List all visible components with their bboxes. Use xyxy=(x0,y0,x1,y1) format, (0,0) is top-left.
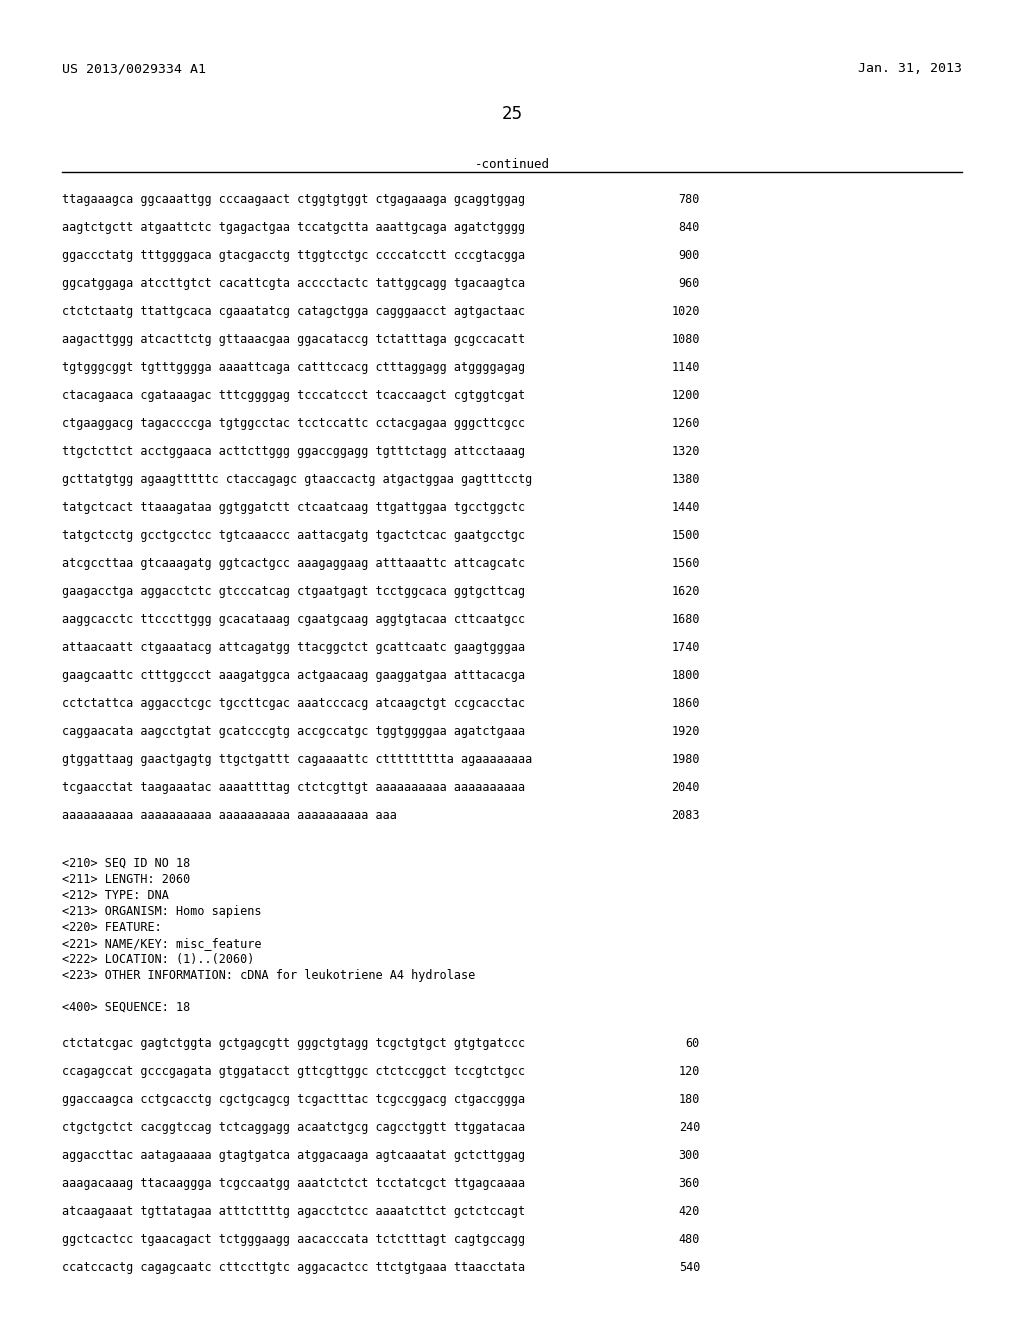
Text: <211> LENGTH: 2060: <211> LENGTH: 2060 xyxy=(62,873,190,886)
Text: <221> NAME/KEY: misc_feature: <221> NAME/KEY: misc_feature xyxy=(62,937,261,950)
Text: aaagacaaag ttacaaggga tcgccaatgg aaatctctct tcctatcgct ttgagcaaaa: aaagacaaag ttacaaggga tcgccaatgg aaatctc… xyxy=(62,1177,525,1191)
Text: Jan. 31, 2013: Jan. 31, 2013 xyxy=(858,62,962,75)
Text: 540: 540 xyxy=(679,1261,700,1274)
Text: <223> OTHER INFORMATION: cDNA for leukotriene A4 hydrolase: <223> OTHER INFORMATION: cDNA for leukot… xyxy=(62,969,475,982)
Text: <222> LOCATION: (1)..(2060): <222> LOCATION: (1)..(2060) xyxy=(62,953,254,966)
Text: gtggattaag gaactgagtg ttgctgattt cagaaaattc cttttttttta agaaaaaaaa: gtggattaag gaactgagtg ttgctgattt cagaaaa… xyxy=(62,752,532,766)
Text: 1200: 1200 xyxy=(672,389,700,403)
Text: aaaaaaaaaa aaaaaaaaaa aaaaaaaaaa aaaaaaaaaa aaa: aaaaaaaaaa aaaaaaaaaa aaaaaaaaaa aaaaaaa… xyxy=(62,809,397,822)
Text: 1320: 1320 xyxy=(672,445,700,458)
Text: tcgaacctat taagaaatac aaaattttag ctctcgttgt aaaaaaaaaa aaaaaaaaaa: tcgaacctat taagaaatac aaaattttag ctctcgt… xyxy=(62,781,525,795)
Text: caggaacata aagcctgtat gcatcccgtg accgccatgc tggtggggaa agatctgaaa: caggaacata aagcctgtat gcatcccgtg accgcca… xyxy=(62,725,525,738)
Text: aagacttggg atcacttctg gttaaacgaa ggacataccg tctatttaga gcgccacatt: aagacttggg atcacttctg gttaaacgaa ggacata… xyxy=(62,333,525,346)
Text: ccatccactg cagagcaatc cttccttgtc aggacactcc ttctgtgaaa ttaacctata: ccatccactg cagagcaatc cttccttgtc aggacac… xyxy=(62,1261,525,1274)
Text: ctctatcgac gagtctggta gctgagcgtt gggctgtagg tcgctgtgct gtgtgatccc: ctctatcgac gagtctggta gctgagcgtt gggctgt… xyxy=(62,1038,525,1049)
Text: 1500: 1500 xyxy=(672,529,700,543)
Text: atcgccttaa gtcaaagatg ggtcactgcc aaagaggaag atttaaattc attcagcatc: atcgccttaa gtcaaagatg ggtcactgcc aaagagg… xyxy=(62,557,525,570)
Text: tatgctcctg gcctgcctcc tgtcaaaccc aattacgatg tgactctcac gaatgcctgc: tatgctcctg gcctgcctcc tgtcaaaccc aattacg… xyxy=(62,529,525,543)
Text: 420: 420 xyxy=(679,1205,700,1218)
Text: ggaccaagca cctgcacctg cgctgcagcg tcgactttac tcgccggacg ctgaccggga: ggaccaagca cctgcacctg cgctgcagcg tcgactt… xyxy=(62,1093,525,1106)
Text: 1860: 1860 xyxy=(672,697,700,710)
Text: 2083: 2083 xyxy=(672,809,700,822)
Text: ttagaaagca ggcaaattgg cccaagaact ctggtgtggt ctgagaaaga gcaggtggag: ttagaaagca ggcaaattgg cccaagaact ctggtgt… xyxy=(62,193,525,206)
Text: tatgctcact ttaaagataa ggtggatctt ctcaatcaag ttgattggaa tgcctggctc: tatgctcact ttaaagataa ggtggatctt ctcaatc… xyxy=(62,502,525,513)
Text: ggcatggaga atccttgtct cacattcgta acccctactc tattggcagg tgacaagtca: ggcatggaga atccttgtct cacattcgta accccta… xyxy=(62,277,525,290)
Text: 120: 120 xyxy=(679,1065,700,1078)
Text: <220> FEATURE:: <220> FEATURE: xyxy=(62,921,162,935)
Text: gcttatgtgg agaagtttttc ctaccagagc gtaaccactg atgactggaa gagtttcctg: gcttatgtgg agaagtttttc ctaccagagc gtaacc… xyxy=(62,473,532,486)
Text: 1560: 1560 xyxy=(672,557,700,570)
Text: ctctctaatg ttattgcaca cgaaatatcg catagctgga cagggaacct agtgactaac: ctctctaatg ttattgcaca cgaaatatcg catagct… xyxy=(62,305,525,318)
Text: 960: 960 xyxy=(679,277,700,290)
Text: 1740: 1740 xyxy=(672,642,700,653)
Text: <210> SEQ ID NO 18: <210> SEQ ID NO 18 xyxy=(62,857,190,870)
Text: 1020: 1020 xyxy=(672,305,700,318)
Text: 1440: 1440 xyxy=(672,502,700,513)
Text: aaggcacctc ttcccttggg gcacataaag cgaatgcaag aggtgtacaa cttcaatgcc: aaggcacctc ttcccttggg gcacataaag cgaatgc… xyxy=(62,612,525,626)
Text: tgtgggcggt tgtttgggga aaaattcaga catttccacg ctttaggagg atggggagag: tgtgggcggt tgtttgggga aaaattcaga catttcc… xyxy=(62,360,525,374)
Text: 1260: 1260 xyxy=(672,417,700,430)
Text: 1680: 1680 xyxy=(672,612,700,626)
Text: 25: 25 xyxy=(502,106,522,123)
Text: -continued: -continued xyxy=(474,158,550,172)
Text: ctgctgctct cacggtccag tctcaggagg acaatctgcg cagcctggtt ttggatacaa: ctgctgctct cacggtccag tctcaggagg acaatct… xyxy=(62,1121,525,1134)
Text: ccagagccat gcccgagata gtggatacct gttcgttggc ctctccggct tccgtctgcc: ccagagccat gcccgagata gtggatacct gttcgtt… xyxy=(62,1065,525,1078)
Text: gaagcaattc ctttggccct aaagatggca actgaacaag gaaggatgaa atttacacga: gaagcaattc ctttggccct aaagatggca actgaac… xyxy=(62,669,525,682)
Text: 1380: 1380 xyxy=(672,473,700,486)
Text: <400> SEQUENCE: 18: <400> SEQUENCE: 18 xyxy=(62,1001,190,1014)
Text: ctacagaaca cgataaagac tttcggggag tcccatccct tcaccaagct cgtggtcgat: ctacagaaca cgataaagac tttcggggag tcccatc… xyxy=(62,389,525,403)
Text: ggctcactcc tgaacagact tctgggaagg aacacccata tctctttagt cagtgccagg: ggctcactcc tgaacagact tctgggaagg aacaccc… xyxy=(62,1233,525,1246)
Text: attaacaatt ctgaaatacg attcagatgg ttacggctct gcattcaatc gaagtgggaa: attaacaatt ctgaaatacg attcagatgg ttacggc… xyxy=(62,642,525,653)
Text: 1980: 1980 xyxy=(672,752,700,766)
Text: ttgctcttct acctggaaca acttcttggg ggaccggagg tgtttctagg attcctaaag: ttgctcttct acctggaaca acttcttggg ggaccgg… xyxy=(62,445,525,458)
Text: 1920: 1920 xyxy=(672,725,700,738)
Text: ggaccctatg tttggggaca gtacgacctg ttggtcctgc ccccatcctt cccgtacgga: ggaccctatg tttggggaca gtacgacctg ttggtcc… xyxy=(62,249,525,261)
Text: 780: 780 xyxy=(679,193,700,206)
Text: 240: 240 xyxy=(679,1121,700,1134)
Text: 300: 300 xyxy=(679,1148,700,1162)
Text: cctctattca aggacctcgc tgccttcgac aaatcccacg atcaagctgt ccgcacctac: cctctattca aggacctcgc tgccttcgac aaatccc… xyxy=(62,697,525,710)
Text: gaagacctga aggacctctc gtcccatcag ctgaatgagt tcctggcaca ggtgcttcag: gaagacctga aggacctctc gtcccatcag ctgaatg… xyxy=(62,585,525,598)
Text: 900: 900 xyxy=(679,249,700,261)
Text: 1800: 1800 xyxy=(672,669,700,682)
Text: 60: 60 xyxy=(686,1038,700,1049)
Text: 1080: 1080 xyxy=(672,333,700,346)
Text: ctgaaggacg tagaccccga tgtggcctac tcctccattc cctacgagaa gggcttcgcc: ctgaaggacg tagaccccga tgtggcctac tcctcca… xyxy=(62,417,525,430)
Text: <213> ORGANISM: Homo sapiens: <213> ORGANISM: Homo sapiens xyxy=(62,906,261,917)
Text: aggaccttac aatagaaaaa gtagtgatca atggacaaga agtcaaatat gctcttggag: aggaccttac aatagaaaaa gtagtgatca atggaca… xyxy=(62,1148,525,1162)
Text: 2040: 2040 xyxy=(672,781,700,795)
Text: 1620: 1620 xyxy=(672,585,700,598)
Text: <212> TYPE: DNA: <212> TYPE: DNA xyxy=(62,888,169,902)
Text: 1140: 1140 xyxy=(672,360,700,374)
Text: aagtctgctt atgaattctc tgagactgaa tccatgctta aaattgcaga agatctgggg: aagtctgctt atgaattctc tgagactgaa tccatgc… xyxy=(62,220,525,234)
Text: 480: 480 xyxy=(679,1233,700,1246)
Text: 360: 360 xyxy=(679,1177,700,1191)
Text: 840: 840 xyxy=(679,220,700,234)
Text: US 2013/0029334 A1: US 2013/0029334 A1 xyxy=(62,62,206,75)
Text: 180: 180 xyxy=(679,1093,700,1106)
Text: atcaagaaat tgttatagaa atttcttttg agacctctcc aaaatcttct gctctccagt: atcaagaaat tgttatagaa atttcttttg agacctc… xyxy=(62,1205,525,1218)
